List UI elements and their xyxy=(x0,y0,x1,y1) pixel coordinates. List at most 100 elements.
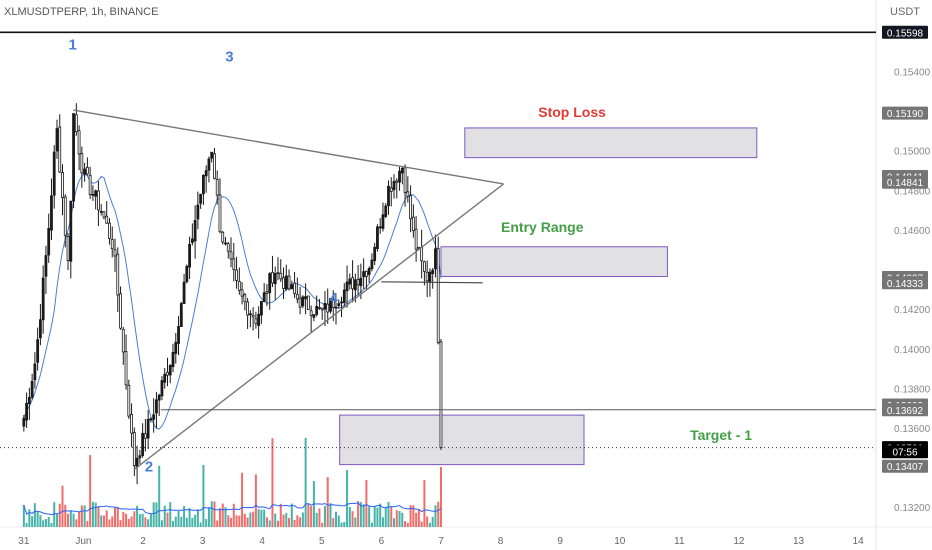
candle-body xyxy=(66,236,70,261)
trade-zone[interactable] xyxy=(464,127,758,159)
candle-body xyxy=(298,297,302,308)
volume-bar xyxy=(160,520,163,527)
date-tick-label: 11 xyxy=(674,536,685,547)
volume-bar xyxy=(158,465,161,527)
candle-body xyxy=(337,303,341,307)
candle-body xyxy=(434,248,437,270)
candle-body xyxy=(105,215,109,224)
volume-bar xyxy=(387,501,390,527)
candle-body xyxy=(177,326,180,344)
candle-body xyxy=(33,363,37,381)
date-tick-label: 9 xyxy=(557,536,563,547)
trade-zone[interactable] xyxy=(440,246,668,277)
candle-body xyxy=(108,222,111,239)
candle-body xyxy=(406,191,410,197)
volume-bar xyxy=(141,513,144,527)
trade-zone[interactable] xyxy=(339,414,585,466)
candle-body xyxy=(362,271,366,278)
candle-body xyxy=(124,351,128,386)
price-tick-label: 0.15000 xyxy=(894,147,931,158)
volume-bar xyxy=(224,507,227,527)
candle-body xyxy=(58,126,62,173)
candle-body xyxy=(182,281,186,304)
volume-bar xyxy=(111,516,114,527)
volume-bar xyxy=(80,505,83,527)
candle-body xyxy=(304,296,308,300)
candle-body xyxy=(199,193,203,204)
volume-bar xyxy=(420,521,423,527)
volume-bar xyxy=(348,507,351,527)
candle-body xyxy=(356,279,360,286)
volume-bar xyxy=(232,503,235,527)
candle-body xyxy=(326,303,330,313)
price-tick-label: 0.14200 xyxy=(894,305,931,316)
volume-bar xyxy=(91,501,94,527)
volume-bar xyxy=(53,502,56,527)
candle-body xyxy=(309,310,313,316)
candle-body xyxy=(295,294,299,300)
volume-bar xyxy=(415,512,418,527)
date-tick-label: 7 xyxy=(438,536,444,547)
price-tick-label: 0.14800 xyxy=(894,186,931,197)
volume-bar xyxy=(47,517,50,527)
volume-bar xyxy=(89,455,92,527)
candle-body xyxy=(44,255,48,277)
currency-label: USDT xyxy=(890,6,920,18)
volume-bar xyxy=(431,516,434,527)
volume-bar xyxy=(33,503,36,527)
candle-body xyxy=(279,272,283,280)
price-badge xyxy=(882,403,928,417)
candle-body xyxy=(428,271,432,283)
candle-body xyxy=(373,246,377,262)
volume-bar xyxy=(133,511,136,527)
candle-body xyxy=(155,399,158,414)
volume-bar xyxy=(326,477,329,527)
volume-bar xyxy=(230,518,233,527)
candle-body xyxy=(141,432,145,456)
date-tick-label: 2 xyxy=(140,536,146,547)
candle-body xyxy=(409,195,412,220)
candle-body xyxy=(85,167,89,175)
candle-body xyxy=(271,272,274,284)
volume-bar xyxy=(260,509,263,527)
volume-bar xyxy=(152,502,155,527)
price-badge-label: 0.14333 xyxy=(887,279,924,290)
candle-body xyxy=(160,380,164,397)
price-badge-label: 0.14841 xyxy=(887,178,924,189)
volume-bar xyxy=(246,517,249,527)
volume-bar xyxy=(274,513,277,527)
candle-body xyxy=(342,289,346,304)
candle-body xyxy=(329,298,332,312)
candle-body xyxy=(425,271,429,282)
volume-bar xyxy=(108,519,111,527)
volume-bar xyxy=(221,503,224,527)
candle-body xyxy=(262,292,266,303)
volume-bar xyxy=(359,502,362,527)
date-tick-label: 12 xyxy=(733,536,745,547)
volume-bar xyxy=(412,505,415,527)
candle-body xyxy=(403,167,407,194)
candle-body xyxy=(389,187,393,192)
candle-body xyxy=(246,301,250,316)
volume-bar xyxy=(393,518,396,527)
candle-body xyxy=(149,418,153,421)
candle-body xyxy=(69,200,73,262)
volume-bar xyxy=(357,501,360,527)
wave-label: 2 xyxy=(145,459,153,476)
volume-bar xyxy=(354,517,357,527)
volume-bar xyxy=(83,505,86,527)
candle-body xyxy=(436,248,440,344)
candle-body xyxy=(268,273,272,293)
volume-bar xyxy=(370,522,373,527)
volume-bar xyxy=(243,513,246,527)
volume-bar xyxy=(329,503,332,527)
wave-label: 3 xyxy=(225,49,233,66)
volume-bar xyxy=(86,520,89,527)
candle-body xyxy=(257,313,261,326)
volume-bar xyxy=(67,513,70,527)
volume-bar xyxy=(177,511,180,527)
price-tick-label: 0.13800 xyxy=(894,384,931,395)
volume-bar xyxy=(166,512,169,527)
volume-bar xyxy=(22,505,25,527)
